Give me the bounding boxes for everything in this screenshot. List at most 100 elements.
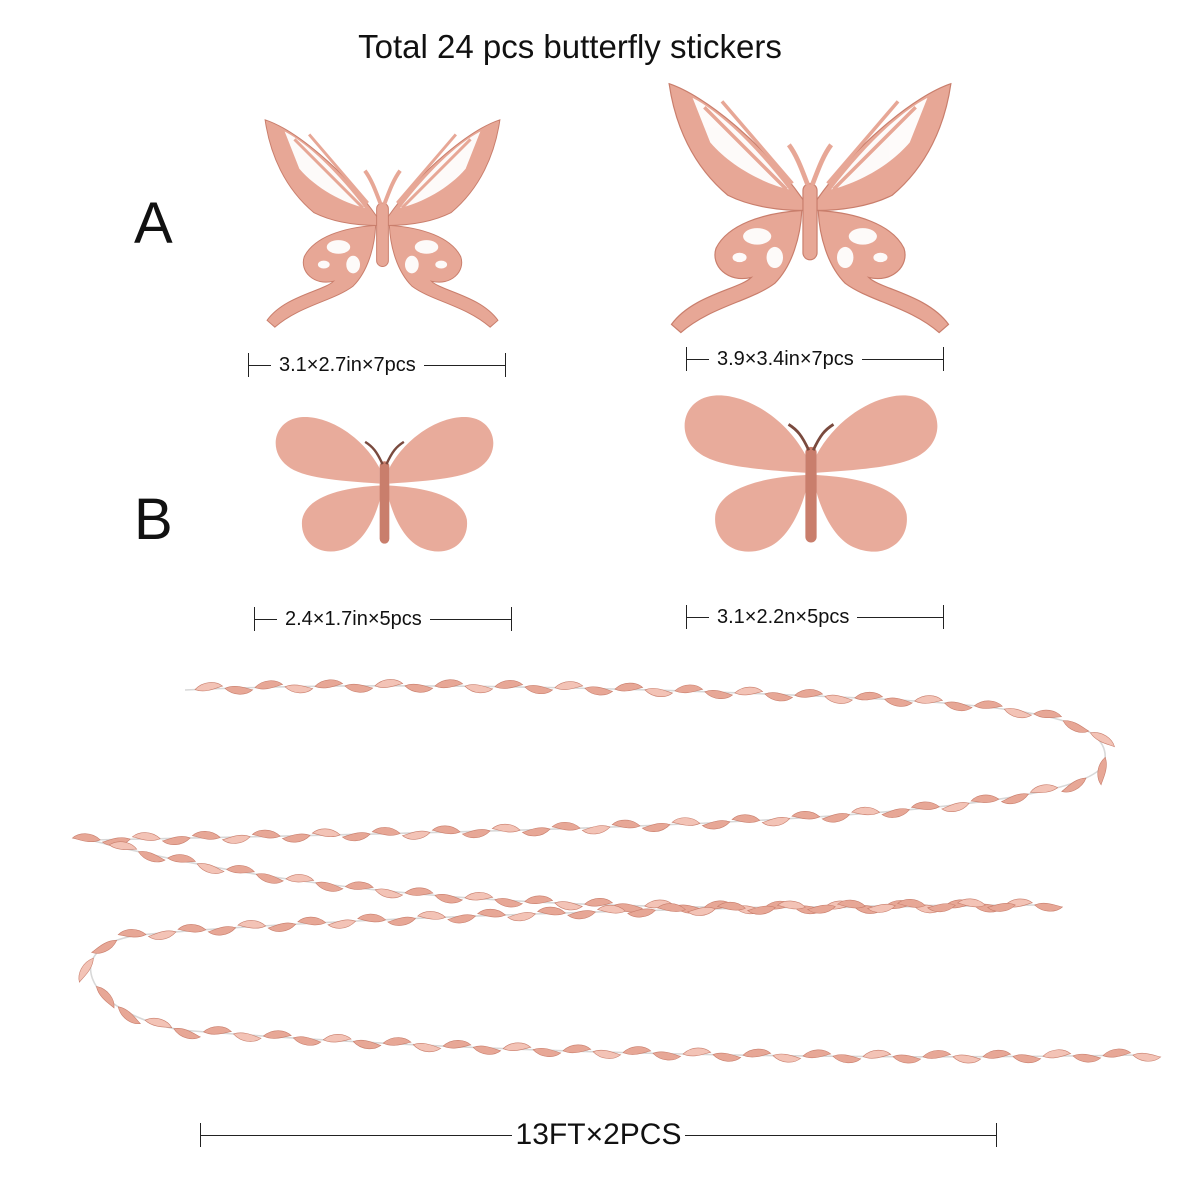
- garland-leaf: [464, 684, 494, 694]
- garland-leaf: [315, 881, 344, 892]
- garland-leaf: [821, 813, 851, 823]
- garland-leaf: [567, 910, 596, 920]
- garland-leaf: [96, 986, 115, 1009]
- garland-leaf: [1102, 1048, 1132, 1058]
- garland-leaf: [524, 685, 554, 695]
- garland-leaf: [622, 1046, 652, 1055]
- garland-leaf: [791, 810, 821, 820]
- garland-leaf: [284, 684, 314, 694]
- garland-leaf: [524, 895, 554, 904]
- garland-leaf: [973, 700, 1003, 709]
- garland-leaf: [371, 827, 401, 836]
- garland-leaf: [344, 683, 374, 693]
- garland-leaf: [412, 1042, 442, 1053]
- garland-leaf: [1000, 793, 1029, 804]
- garland-leaf: [956, 898, 986, 908]
- garland-leaf: [806, 904, 836, 914]
- garland-leaf: [970, 794, 1000, 803]
- garland-leaf: [584, 686, 614, 696]
- garland-leaf: [952, 1054, 982, 1064]
- garland-leaf: [862, 1049, 892, 1059]
- garland-leaf: [232, 1032, 262, 1042]
- butterfly-solid-small: [275, 416, 494, 552]
- garland-leaf: [687, 907, 716, 916]
- garland-leaf: [794, 689, 824, 698]
- garland-leaf: [461, 829, 491, 839]
- garland-leaf: [71, 833, 101, 842]
- garland-leaf: [477, 908, 506, 918]
- garland-leaf: [910, 801, 940, 810]
- garland-leaf: [494, 898, 524, 908]
- garland-leaf: [1132, 1052, 1162, 1062]
- title: Total 24 pcs butterfly stickers: [358, 28, 782, 65]
- garland-leaf: [674, 684, 704, 694]
- garland-leaf: [404, 887, 434, 896]
- garland-leaf: [802, 1049, 832, 1059]
- garland-leaf: [314, 679, 344, 689]
- garland-leaf: [262, 1030, 292, 1039]
- garland-leaf: [704, 690, 734, 699]
- garland-leaf: [311, 828, 341, 838]
- garland-leaf: [292, 1036, 322, 1046]
- garland-leaf: [982, 1049, 1012, 1059]
- garland-leaf: [491, 823, 521, 833]
- garland-leaf: [581, 825, 611, 835]
- garland-leaf: [417, 911, 447, 920]
- size-label-b-large: 3.1×2.2n×5pcs: [686, 604, 944, 630]
- garland-leaf: [832, 1054, 862, 1064]
- garland-leaf: [254, 680, 284, 690]
- garland-leaf: [117, 1006, 142, 1024]
- garland-length-dimension: 13FT×2PCS: [200, 1118, 998, 1151]
- garland-leaf: [532, 1047, 562, 1057]
- garland-leaves: [71, 679, 1162, 1064]
- butterfly-hollow-small: [264, 119, 501, 328]
- garland-leaf: [327, 919, 357, 929]
- garland-leaf: [90, 940, 118, 954]
- garland-leaf: [78, 957, 94, 983]
- size-label-b-small: 2.4×1.7in×5pcs: [254, 606, 512, 632]
- garland-leaf: [554, 901, 584, 911]
- row-label-b: B: [134, 487, 173, 552]
- garland-leaf: [892, 1054, 922, 1064]
- garland-leaf: [742, 1048, 772, 1058]
- garland-leaf: [442, 1040, 472, 1049]
- garland-leaf: [682, 1047, 712, 1057]
- garland-leaf: [322, 1033, 352, 1043]
- garland-leaf: [434, 679, 464, 689]
- garland-leaf: [173, 1027, 202, 1040]
- garland-leaf: [772, 1053, 802, 1063]
- garland-leaf: [764, 692, 794, 702]
- garland-leaf: [352, 1039, 382, 1050]
- garland-leaf: [434, 894, 464, 904]
- garland-leaf: [776, 900, 806, 910]
- garland-leaf: [641, 822, 671, 832]
- garland-leaf: [986, 903, 1016, 912]
- garland-leaf: [584, 897, 614, 907]
- garland-leaf: [644, 688, 674, 697]
- size-label-a-small: 3.1×2.7in×7pcs: [248, 352, 506, 378]
- garland-leaf: [944, 701, 973, 712]
- garland-leaf: [1034, 902, 1064, 912]
- garland-leaf: [285, 874, 315, 883]
- garland-leaf: [701, 820, 731, 830]
- garland-leaf: [656, 903, 686, 912]
- garland-leaf: [627, 908, 656, 918]
- garland-leaf: [881, 808, 910, 818]
- garland-leaf: [167, 854, 196, 863]
- garland-leaf: [341, 832, 371, 842]
- garland-leaf: [1029, 784, 1059, 793]
- garland-leaf: [251, 829, 281, 839]
- garland-leaf: [431, 825, 461, 835]
- garland-leaf: [562, 1044, 592, 1054]
- garland-leaf: [203, 1026, 233, 1035]
- garland-leaf: [387, 916, 417, 926]
- garland-leaf: [507, 912, 536, 922]
- butterfly-hollow-large: [668, 82, 952, 334]
- garland-leaf: [472, 1045, 502, 1055]
- garland-leaf: [671, 817, 701, 826]
- garland-leaf: [716, 901, 746, 911]
- garland-leaf: [147, 930, 177, 940]
- garland-leaf: [237, 920, 267, 929]
- garland-leaf: [926, 903, 956, 913]
- garland-leaf: [144, 1017, 173, 1029]
